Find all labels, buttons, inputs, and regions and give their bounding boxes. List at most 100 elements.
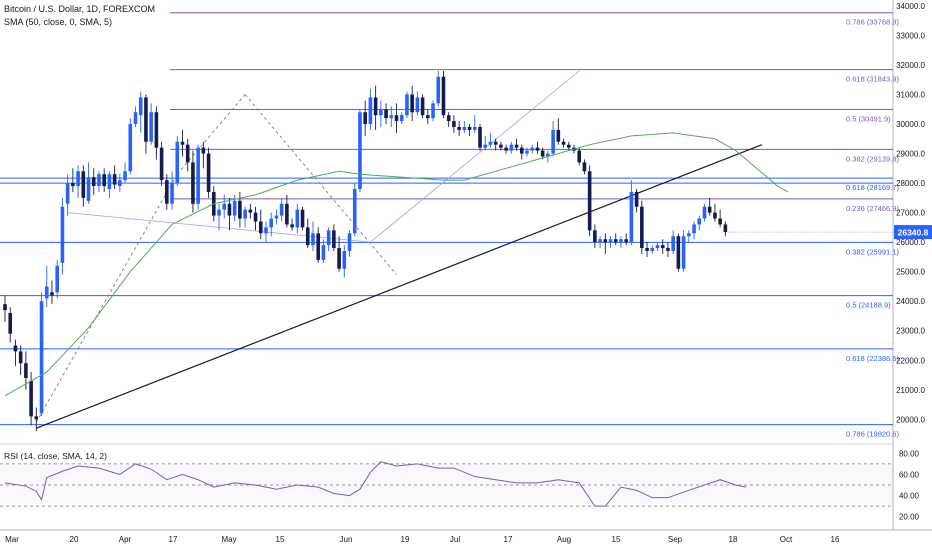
price-axis: 34000.0 33000.0 32000.0 31000.0 30000.0 29000… (728, 2, 932, 424)
chart-title: Bitcoin / U.S. Dollar, 1D, FOREXCOM (4, 4, 156, 14)
fib-level-label: 0.382 (29139.8) (846, 154, 899, 163)
price-tick-label: 26000.0 (896, 238, 925, 247)
candle-body (44, 286, 49, 299)
candle-body (264, 227, 268, 234)
candle-body (269, 218, 274, 228)
rsi-tick-label: 20.00 (899, 513, 920, 522)
candle-body (598, 239, 602, 243)
candle-body (107, 174, 112, 189)
candle-body (201, 147, 206, 154)
candle-body (227, 203, 232, 216)
candle-body (519, 147, 524, 154)
price-tick-label: 21000.0 (896, 386, 925, 395)
candle-body (358, 112, 362, 189)
projection-dashed-line (244, 94, 397, 275)
time-tick-label: Mar (5, 535, 19, 544)
candle-body (34, 416, 39, 420)
candle-body (86, 177, 91, 201)
candle-body (133, 112, 138, 125)
candles (3, 70, 728, 432)
candle-body (279, 203, 284, 216)
candle-body (24, 363, 28, 378)
candle-body (608, 239, 613, 243)
candle-body (71, 183, 75, 187)
time-tick-label: Oct (780, 535, 793, 544)
candle-body (248, 209, 253, 213)
candle-body (123, 171, 127, 181)
candle-body (645, 248, 649, 252)
candle-body (530, 147, 535, 151)
candle-body (473, 126, 477, 130)
candle-body (493, 141, 498, 145)
time-tick-label: 19 (401, 535, 410, 544)
price-tick-label: 29000.0 (896, 150, 925, 159)
price-tick-label: 23000.0 (896, 327, 925, 336)
candle-body (13, 345, 18, 352)
price-tick-label: 31000.0 (896, 90, 925, 99)
candle-body (144, 97, 148, 142)
candle-body (488, 141, 493, 145)
candle-body (300, 209, 305, 228)
candle-body (118, 180, 122, 187)
candle-body (232, 200, 237, 216)
candle-body (128, 124, 133, 172)
candle-body (326, 230, 331, 246)
rsi-tick-label: 40.00 (899, 492, 920, 501)
rsi-tick-label: 60.00 (899, 470, 920, 479)
last-price-badge (894, 225, 932, 240)
candle-body (478, 126, 482, 148)
candle-body (504, 147, 508, 151)
time-tick-label: Jun (340, 535, 353, 544)
candle-body (138, 97, 143, 116)
candle-body (65, 183, 70, 204)
candle-body (389, 115, 394, 119)
candle-body (295, 209, 300, 228)
candle-body (655, 245, 660, 249)
candle-body (509, 144, 514, 151)
candle-body (305, 227, 310, 246)
candle-body (452, 121, 456, 127)
fib-level-label: 0.618 (31843.9) (846, 75, 899, 84)
candle-body (342, 251, 347, 269)
main-pane-grid (0, 0, 932, 531)
candle-body (97, 174, 101, 187)
fib-level-label: 0.618 (22386.6) (846, 354, 899, 363)
candle-body (112, 174, 117, 185)
candle-body (702, 206, 707, 219)
candle-body (180, 141, 185, 145)
sma-50-line (4, 132, 789, 397)
candle-body (368, 97, 373, 125)
price-tick-label: 34000.0 (896, 2, 925, 11)
candle-body (222, 203, 227, 210)
candle-body (687, 233, 691, 237)
fib-level-label: 0.618 (28169.7) (846, 183, 899, 192)
candle-body (102, 174, 106, 187)
candle-body (316, 233, 320, 260)
candle-body (352, 188, 357, 234)
candle-body (546, 153, 550, 157)
candle-body (39, 301, 44, 414)
candle-body (18, 351, 23, 364)
candle-body (624, 239, 628, 243)
time-tick-label: Sep (668, 535, 683, 544)
candle-body (55, 265, 59, 293)
candle-body (191, 162, 195, 204)
candle-body (697, 218, 702, 225)
fib-level-label: 0.786 (33768.9) (846, 18, 899, 27)
trendline (36, 144, 763, 429)
candle-body (243, 209, 247, 219)
time-tick-label: 20 (70, 535, 79, 544)
rsi-pane: 80.00 60.00 40.00 20.00 (0, 449, 920, 522)
candle-body (441, 76, 446, 116)
fib-level-label: 0.5 (24188.9) (846, 301, 891, 310)
candle-body (619, 239, 623, 243)
candle-body (707, 206, 712, 213)
candle-body (290, 224, 294, 228)
candle-body (603, 239, 608, 243)
candle-body (405, 94, 409, 116)
price-tick-label: 33000.0 (896, 31, 925, 40)
price-tick-label: 24000.0 (896, 297, 925, 306)
candle-body (426, 115, 430, 119)
candle-body (692, 224, 696, 234)
